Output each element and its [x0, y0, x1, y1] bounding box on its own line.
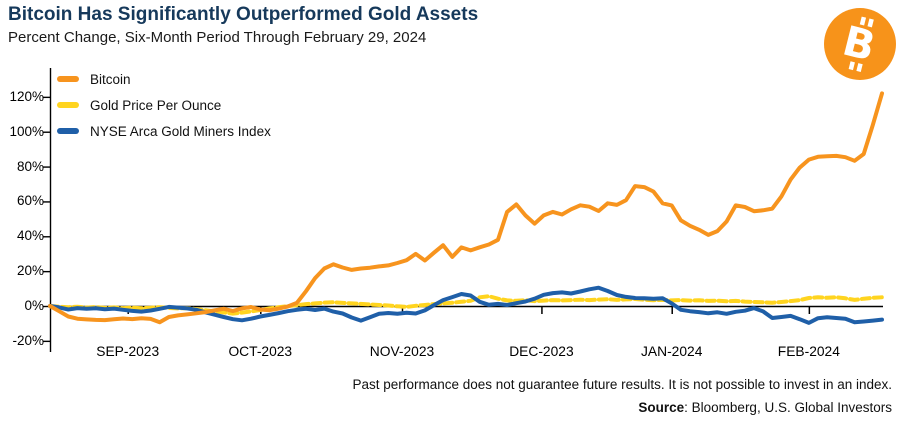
y-tick-label: -20%: [12, 332, 44, 348]
y-tick-label: 60%: [16, 193, 44, 209]
x-tick-label: FEB-2024: [777, 344, 840, 359]
y-tick-label: 120%: [9, 88, 44, 104]
x-tick-label: JAN-2024: [641, 344, 703, 359]
series-line-bitcoin: [48, 91, 884, 325]
y-tick-label: 0%: [24, 298, 44, 313]
bitcoin-logo-icon: B: [824, 8, 896, 80]
series-line-nyse-arca-gold-miners-index: [48, 285, 884, 325]
legend-item-gold: Gold Price Per Ounce: [57, 92, 271, 118]
source-label: Source: [638, 400, 685, 415]
page-subtitle: Percent Change, Six-Month Period Through…: [8, 29, 427, 46]
legend-swatch-bitcoin-icon: [57, 76, 79, 82]
x-tick-label: OCT-2023: [228, 344, 293, 359]
legend-item-gold-miners: NYSE Arca Gold Miners Index: [57, 118, 271, 144]
y-tick-label: 40%: [16, 228, 44, 244]
y-tick-label: 100%: [9, 123, 44, 139]
source-text: Source: Bloomberg, U.S. Global Investors: [638, 400, 892, 415]
page-title: Bitcoin Has Significantly Outperformed G…: [8, 4, 479, 25]
x-tick-label: SEP-2023: [96, 344, 160, 359]
x-tick-label: DEC-2023: [509, 344, 574, 359]
y-tick-label: 20%: [16, 263, 44, 279]
chart-legend: Bitcoin Gold Price Per Ounce NYSE Arca G…: [57, 66, 271, 144]
x-tick-label: NOV-2023: [369, 344, 435, 359]
legend-label: NYSE Arca Gold Miners Index: [90, 123, 271, 139]
legend-label: Gold Price Per Ounce: [90, 97, 222, 113]
y-tick-label: 80%: [16, 158, 44, 174]
legend-label: Bitcoin: [90, 71, 131, 87]
disclaimer-text: Past performance does not guarantee futu…: [352, 377, 892, 392]
legend-item-bitcoin: Bitcoin: [57, 66, 271, 92]
legend-swatch-gold-miners-icon: [57, 128, 79, 134]
legend-swatch-gold-icon: [57, 102, 79, 108]
source-value: : Bloomberg, U.S. Global Investors: [684, 400, 892, 415]
